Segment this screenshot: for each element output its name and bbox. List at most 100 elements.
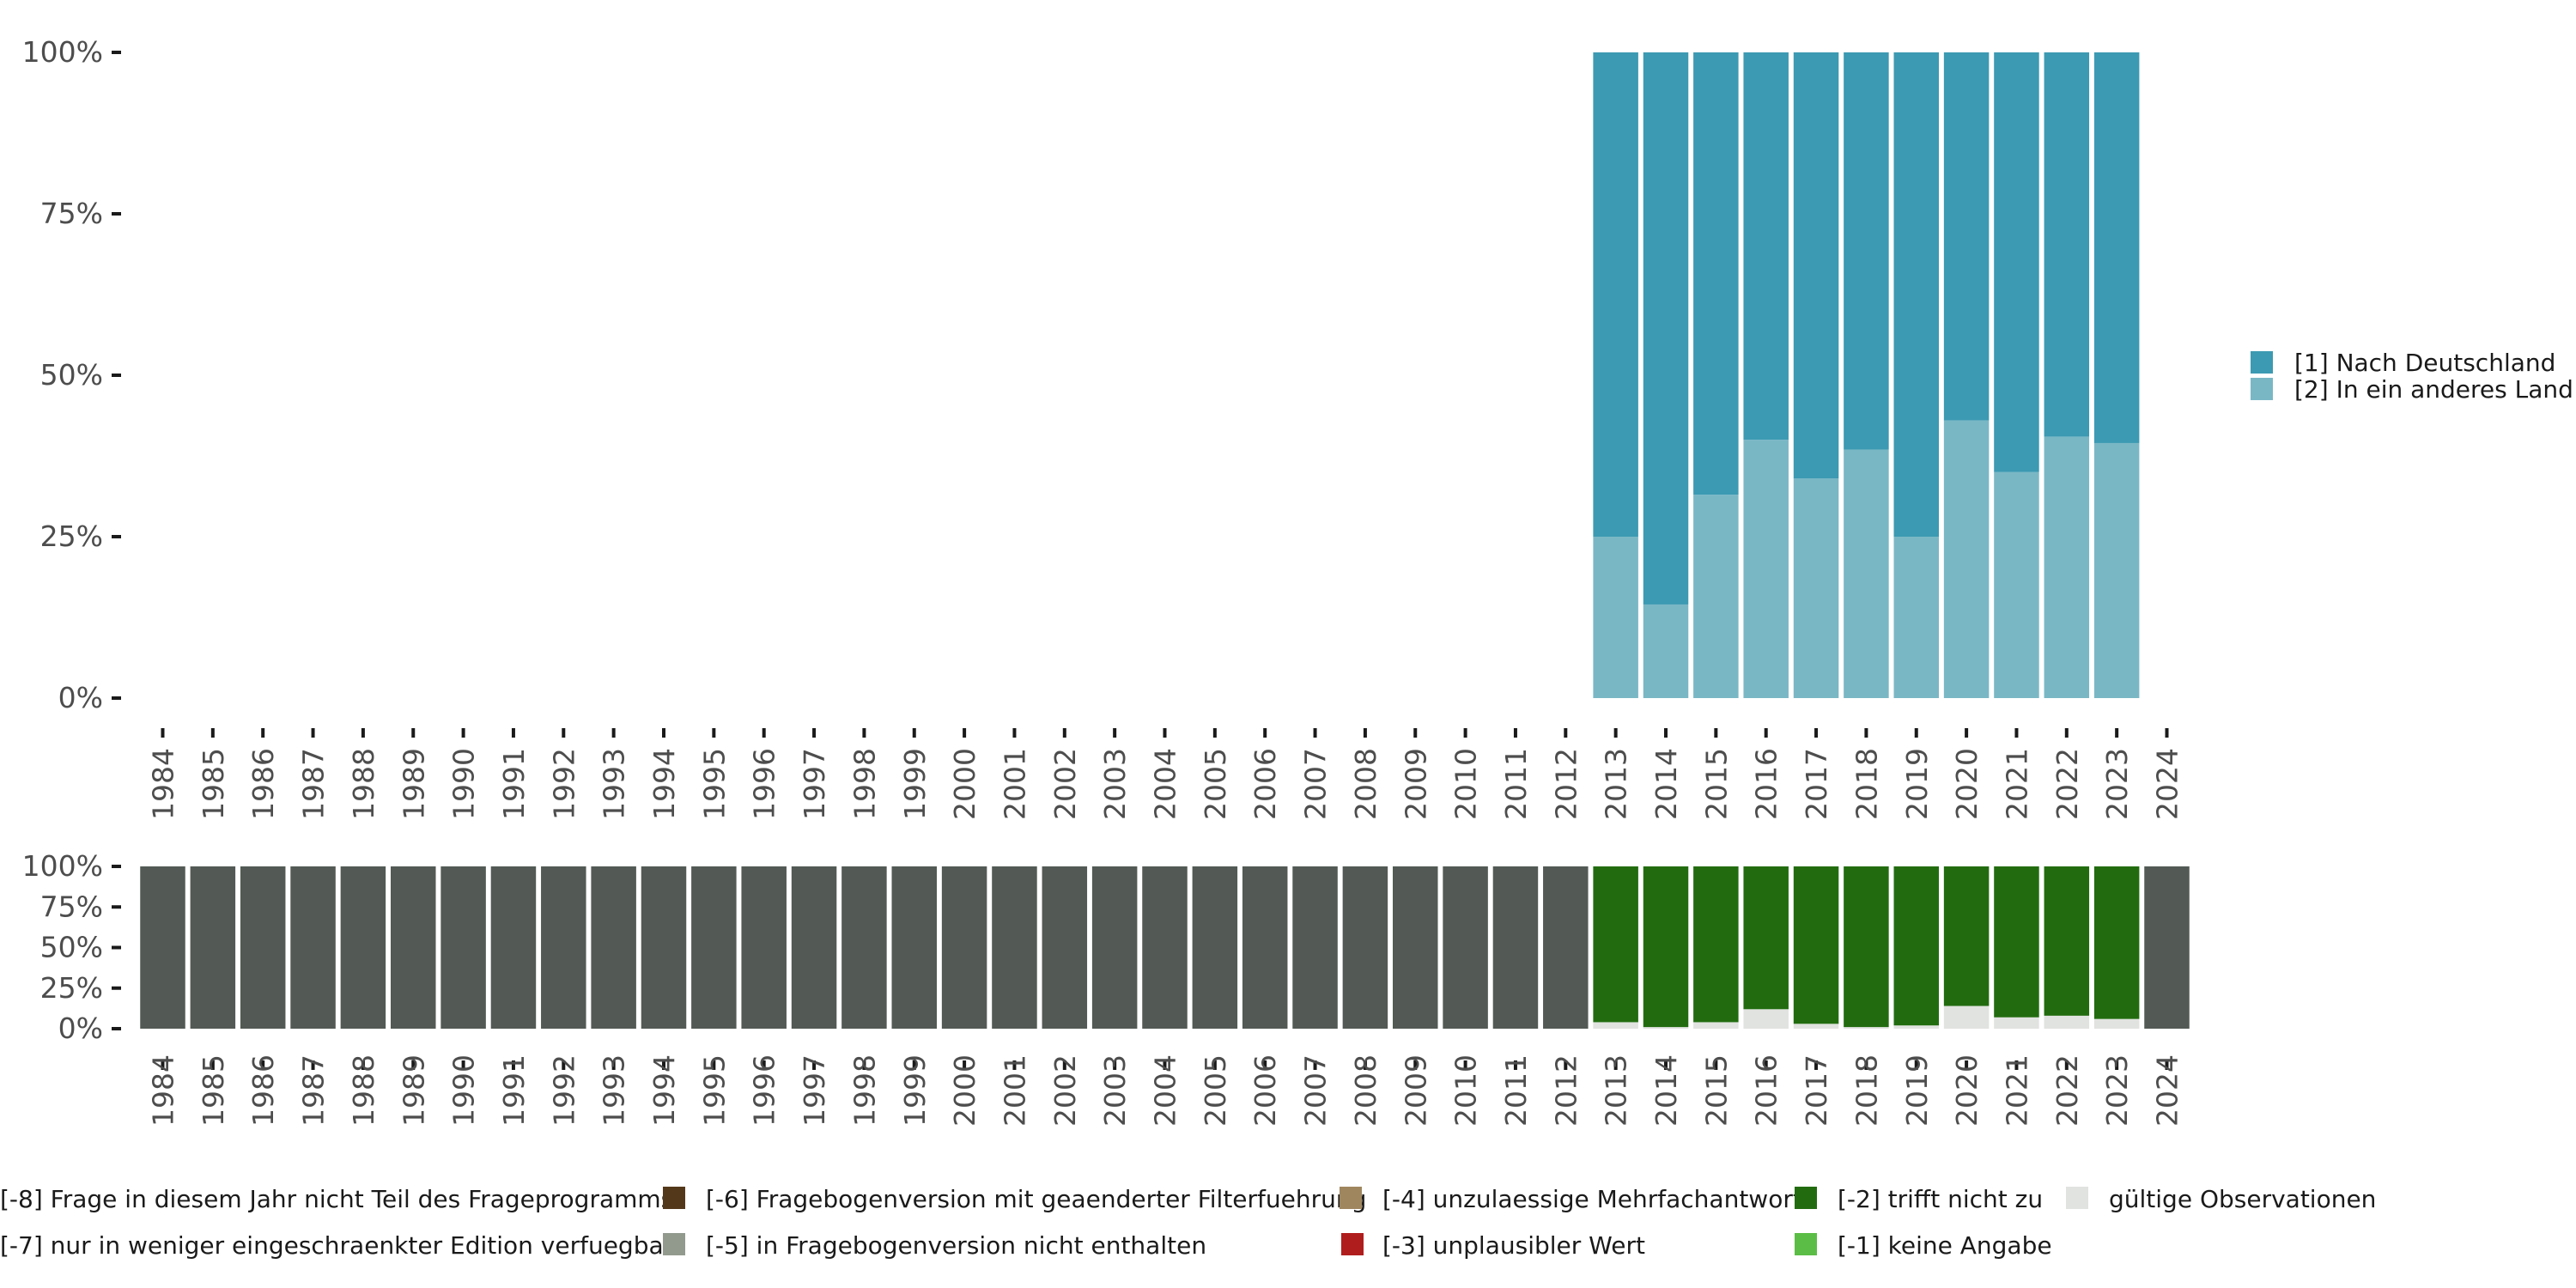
x-tick-label: 2011 — [1499, 1054, 1533, 1127]
bar-segment — [290, 866, 336, 1029]
bar-segment — [791, 866, 837, 1029]
bar-segment — [1292, 866, 1338, 1029]
bar-segment — [1693, 52, 1739, 495]
bar-segment — [1793, 866, 1839, 1024]
x-tick-label: 2004 — [1149, 748, 1182, 820]
top-legend: [1] Nach Deutschland[2] In ein anderes L… — [2251, 349, 2573, 404]
x-tick-label: 1990 — [447, 1054, 481, 1127]
bar-segment — [490, 866, 537, 1029]
y-tick-label: 0% — [58, 1012, 103, 1045]
x-tick-label: 1987 — [297, 748, 331, 820]
x-tick-label: 2021 — [2000, 748, 2033, 820]
bar-segment — [1643, 52, 1689, 605]
bar-segment — [1693, 495, 1739, 698]
x-tick-label: 2017 — [1800, 748, 1833, 820]
bar-segment — [1844, 52, 1889, 450]
x-tick-label: 2022 — [2050, 1054, 2084, 1127]
bar-segment — [1994, 866, 2039, 1018]
bar-segment — [1743, 866, 1789, 1010]
y-tick-label: 75% — [40, 197, 103, 230]
bar-segment — [1142, 866, 1188, 1029]
y-tick-label: 100% — [22, 35, 103, 69]
bar-segment — [2044, 1015, 2090, 1029]
x-tick-label: 2015 — [1699, 748, 1733, 820]
legend-key — [663, 1187, 685, 1209]
bar-segment — [1492, 866, 1539, 1029]
x-tick-label: 2008 — [1349, 1054, 1382, 1127]
x-tick-label: 2018 — [1850, 748, 1883, 820]
x-tick-label: 2006 — [1249, 748, 1282, 820]
bar-segment — [1693, 866, 1739, 1023]
x-tick-label: 2007 — [1299, 1054, 1333, 1127]
x-tick-label: 2001 — [998, 748, 1031, 820]
x-tick-label: 1988 — [347, 748, 380, 820]
x-tick-label: 2016 — [1750, 748, 1783, 820]
x-tick-label: 2007 — [1299, 748, 1333, 820]
bar-segment — [1643, 1027, 1689, 1029]
x-tick-label: 2010 — [1449, 1054, 1483, 1127]
x-tick-label: 1997 — [798, 748, 831, 820]
x-tick-label: 2000 — [948, 748, 981, 820]
bar-segment — [2044, 866, 2090, 1016]
x-tick-label: 1990 — [447, 748, 481, 820]
bar-segment — [1693, 1022, 1739, 1029]
legend-key — [663, 1233, 685, 1255]
x-tick-label: 2013 — [1600, 1054, 1633, 1127]
bar-segment — [1643, 604, 1689, 698]
x-tick-label: 1994 — [647, 748, 681, 820]
x-tick-label: 1991 — [497, 748, 531, 820]
bar-segment — [1643, 866, 1689, 1028]
legend-label: [-3] unplausibler Wert — [1382, 1231, 1645, 1260]
x-tick-label: 2001 — [998, 1054, 1031, 1127]
x-tick-label: 1999 — [898, 1054, 932, 1127]
x-tick-label: 2002 — [1048, 748, 1082, 820]
bottom-legend: [-8] Frage in diesem Jahr nicht Teil des… — [0, 1185, 2376, 1260]
bar-segment — [2144, 866, 2190, 1029]
bar-segment — [1593, 537, 1638, 698]
bar-segment — [240, 866, 286, 1029]
x-tick-label: 1998 — [848, 1054, 881, 1127]
bar-segment — [1943, 866, 1990, 1006]
legend-label: [-8] Frage in diesem Jahr nicht Teil des… — [0, 1185, 673, 1213]
legend-label: [-7] nur in weniger eingeschraenkter Edi… — [0, 1231, 674, 1260]
bar-segment — [1893, 52, 1939, 537]
bar-segment — [1743, 440, 1789, 698]
x-tick-label: 1989 — [397, 1054, 430, 1127]
bar-segment — [340, 866, 386, 1029]
bar-segment — [1242, 866, 1288, 1029]
x-tick-label: 2003 — [1098, 1054, 1132, 1127]
y-tick-label: 75% — [40, 890, 103, 923]
bar-segment — [541, 866, 586, 1029]
bar-segment — [1593, 866, 1638, 1023]
bar-segment — [941, 866, 987, 1029]
x-tick-label: 1991 — [497, 1054, 531, 1127]
x-tick-label: 2005 — [1199, 748, 1232, 820]
bar-segment — [140, 866, 185, 1029]
legend-label: [-2] trifft nicht zu — [1838, 1185, 2043, 1213]
bar-segment — [641, 866, 687, 1029]
bar-segment — [1793, 1024, 1839, 1029]
x-tick-label: 2010 — [1449, 748, 1483, 820]
x-tick-label: 2005 — [1199, 1054, 1232, 1127]
x-tick-label: 2020 — [1950, 1054, 1984, 1127]
x-tick-label: 2019 — [1900, 1054, 1934, 1127]
bar-segment — [891, 866, 937, 1029]
x-tick-label: 2002 — [1048, 1054, 1082, 1127]
bottom-chart: 0% 25% 50% 75% 100% 1984 1985 1986 1987 1988 1989 1… — [22, 849, 2190, 1127]
x-tick-label: 1996 — [748, 748, 781, 820]
x-tick-label: 2009 — [1399, 748, 1432, 820]
y-tick-label: 25% — [40, 519, 103, 553]
bar-segment — [1943, 52, 1990, 421]
bar-segment — [1793, 478, 1839, 698]
legend-label: gültige Observationen — [2109, 1185, 2376, 1213]
x-tick-label: 2004 — [1149, 1054, 1182, 1127]
x-tick-label: 1995 — [697, 1054, 731, 1127]
x-tick-label: 1984 — [147, 748, 180, 820]
bar-segment — [1393, 866, 1438, 1029]
bar-segment — [1593, 52, 1638, 537]
x-tick-label: 2024 — [2151, 1054, 2184, 1127]
x-tick-label: 2003 — [1098, 748, 1132, 820]
x-tick-label: 2000 — [948, 1054, 981, 1127]
legend-label: [2] In ein anderes Land — [2294, 375, 2573, 404]
bar-segment — [1943, 1005, 1990, 1029]
